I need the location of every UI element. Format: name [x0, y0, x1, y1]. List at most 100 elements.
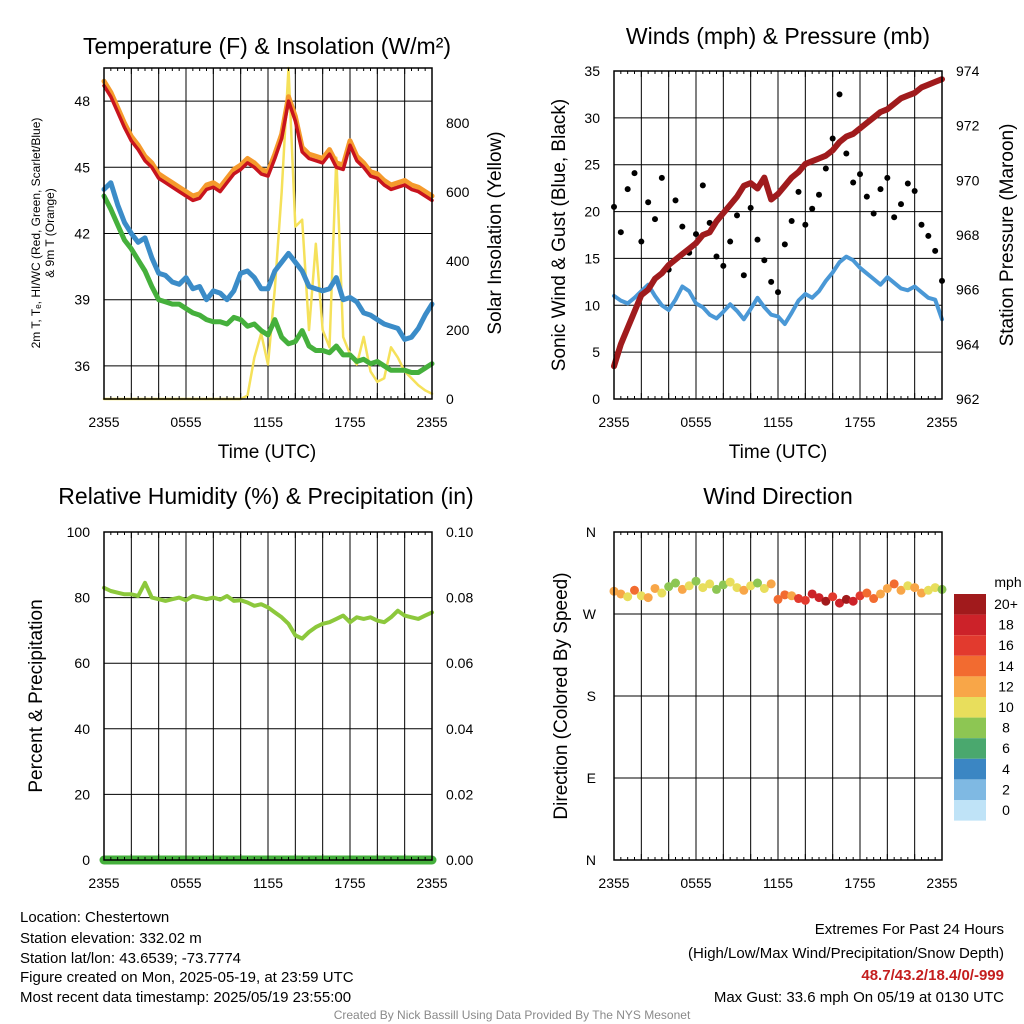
- legend-label: 0: [1002, 802, 1010, 818]
- legend-swatch: [954, 800, 986, 821]
- legend-label: 20+: [994, 596, 1018, 612]
- wind-direction-ylabel-left: Direction (Colored By Speed): [551, 572, 572, 819]
- y-tick-label-left: 0: [592, 391, 600, 407]
- x-tick-label: 1755: [844, 414, 875, 430]
- y-tick-label-left: 5: [592, 344, 600, 360]
- x-tick-label: 0555: [170, 414, 201, 430]
- x-tick-label: 0555: [680, 414, 711, 430]
- temperature-panel: Temperature (F) & Insolation (W/m²) 2355…: [29, 33, 506, 463]
- y-tick-label-right: 800: [446, 115, 470, 131]
- direction-point: [828, 592, 838, 602]
- winds-tick-labels: 2355 0555 1155 1755 2355 0 5 10 15 20 25 30 35 962 964…: [584, 63, 979, 430]
- direction-point: [841, 594, 851, 604]
- y-tick-label-right: 966: [956, 282, 980, 298]
- gust-point: [747, 204, 754, 211]
- wind-direction-panel: Wind Direction 2355 0555 1155 1755 2355NWSEN…: [551, 483, 1022, 891]
- humidity-panel-title: Relative Humidity (%) & Precipitation (i…: [58, 483, 473, 509]
- x-tick-label: 2355: [88, 875, 119, 891]
- legend-label: 16: [998, 637, 1014, 653]
- gust-point: [638, 238, 645, 245]
- x-tick-label: 2355: [598, 414, 629, 430]
- station-info: Location: Chestertown Station elevation:…: [20, 909, 354, 1006]
- y-tick-label-right: 964: [956, 336, 980, 352]
- direction-point: [766, 579, 776, 589]
- extremes-subtitle: (High/Low/Max Wind/Precipitation/Snow De…: [688, 945, 1004, 962]
- y-tick-label-left: 80: [74, 590, 90, 606]
- gust-point: [761, 257, 768, 264]
- gust-point: [802, 221, 809, 228]
- direction-point: [869, 594, 879, 604]
- station-pressure-line: [611, 76, 945, 370]
- gust-point: [932, 247, 939, 254]
- direction-point: [705, 579, 715, 589]
- gust-point: [857, 171, 863, 178]
- legend-swatch: [954, 614, 986, 636]
- direction-point: [930, 583, 940, 593]
- winds-panel: Winds (mph) & Pressure (mb) 2355 0555 1155…: [549, 23, 1018, 463]
- y-tick-label-right: 0.02: [446, 786, 473, 802]
- station-latlon: Station lat/lon: 43.6539; -73.7774: [20, 950, 241, 967]
- y-tick-label-right: 962: [956, 391, 980, 407]
- gust-point: [645, 199, 652, 206]
- gust-point: [624, 186, 631, 193]
- direction-point: [855, 591, 865, 601]
- winds-xlabel: Time (UTC): [729, 442, 828, 463]
- gust-point: [863, 193, 870, 200]
- gust-point: [850, 179, 857, 186]
- y-tick-label-left: 0: [82, 852, 90, 868]
- direction-point: [616, 589, 626, 599]
- direction-point: [630, 585, 639, 595]
- winds-series: [611, 76, 945, 370]
- gust-point: [898, 201, 904, 208]
- gust-point: [781, 241, 788, 248]
- windchill-line: [101, 180, 435, 342]
- direction-point: [835, 598, 844, 608]
- dewpoint-line: [101, 193, 435, 375]
- x-tick-label: 1755: [334, 875, 365, 891]
- gust-point: [788, 217, 795, 224]
- direction-point: [896, 585, 906, 595]
- direction-tick-label: E: [587, 770, 596, 786]
- direction-tick-label: N: [586, 852, 596, 868]
- y-tick-label-right: 400: [446, 253, 470, 269]
- y-tick-label-right: 0.10: [446, 524, 473, 540]
- direction-tick-label: S: [587, 688, 596, 704]
- y-tick-label-left: 40: [74, 721, 90, 737]
- direction-point: [623, 592, 633, 602]
- winds-gridlines: [614, 70, 942, 400]
- gust-point: [727, 238, 734, 245]
- gust-point: [631, 170, 638, 177]
- direction-point: [814, 593, 824, 603]
- y-tick-label-right: 970: [956, 172, 980, 188]
- gust-point: [836, 91, 843, 98]
- gust-point: [877, 186, 884, 193]
- direction-tick-label: W: [583, 606, 597, 622]
- speed-legend-title: mph: [994, 574, 1021, 590]
- direction-point: [746, 581, 756, 591]
- gust-point: [891, 214, 898, 221]
- x-tick-label: 0555: [680, 875, 711, 891]
- y-tick-label-left: 100: [67, 524, 91, 540]
- gust-point: [672, 197, 679, 204]
- direction-point: [664, 582, 674, 592]
- x-tick-label: 2355: [416, 875, 447, 891]
- gust-point: [775, 289, 781, 296]
- recent-timestamp: Most recent data timestamp: 2025/05/19 2…: [20, 989, 351, 1006]
- max-gust: Max Gust: 33.6 mph On 05/19 at 0130 UTC: [714, 989, 1004, 1006]
- gust-point: [829, 135, 836, 142]
- gust-point: [904, 180, 911, 187]
- y-tick-label-left: 48: [74, 93, 90, 109]
- gust-point: [754, 236, 761, 243]
- temp-2m-line: [102, 83, 434, 203]
- gust-point: [816, 191, 822, 198]
- temperature-gridlines: [104, 68, 432, 399]
- legend-label: 4: [1002, 761, 1010, 777]
- gust-point: [734, 212, 740, 219]
- x-tick-label: 1155: [253, 414, 283, 430]
- direction-point: [821, 596, 831, 606]
- gust-point: [795, 188, 802, 195]
- legend-swatch: [954, 738, 986, 759]
- direction-point: [876, 589, 885, 599]
- direction-point: [917, 588, 926, 598]
- station-location: Location: Chestertown: [20, 909, 169, 926]
